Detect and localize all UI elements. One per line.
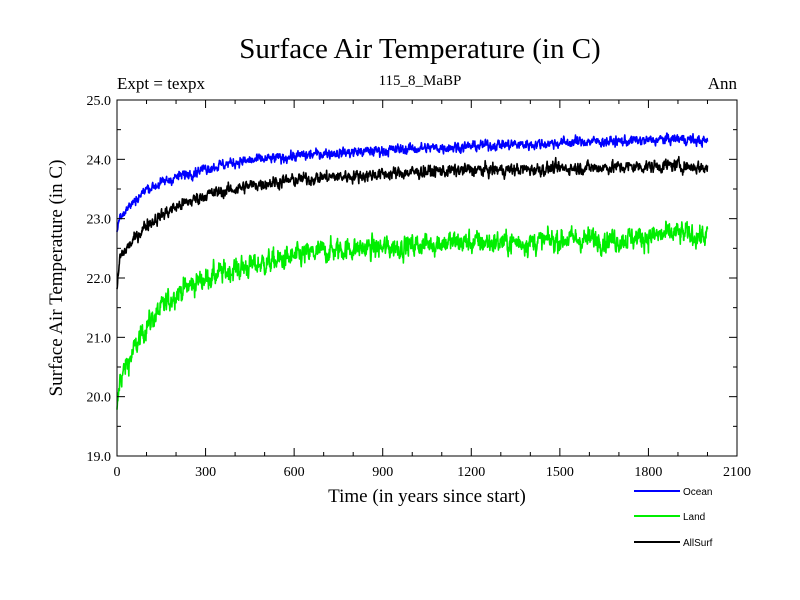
series-layer — [116, 132, 709, 410]
x-tick-label: 900 — [372, 465, 393, 480]
legend-label-ocean: Ocean — [683, 487, 712, 498]
y-tick-label: 24.0 — [87, 153, 112, 168]
x-tick-label: 2100 — [723, 465, 751, 480]
axis-layer: 0 300 600 900 1200 1500 1800 2100 19.0 20.0 21.0 22… — [87, 94, 752, 480]
chart-subtitle: 115_8_MaBP — [379, 73, 462, 89]
series-line-land — [116, 220, 709, 410]
x-tick-label: 300 — [195, 465, 216, 480]
y-tick-label: 19.0 — [87, 450, 112, 465]
x-tick-label: 600 — [284, 465, 305, 480]
x-axis-label: Time (in years since start) — [328, 486, 526, 507]
y-tick-label: 23.0 — [87, 213, 112, 228]
series-line-ocean — [116, 132, 709, 233]
x-tick-label: 1200 — [457, 465, 485, 480]
x-tick-label: 1800 — [634, 465, 662, 480]
legend: Ocean Land AllSurf — [634, 487, 713, 549]
x-tick-label: 0 — [114, 465, 121, 480]
x-tick-label: 1500 — [546, 465, 574, 480]
chart-title: Surface Air Temperature (in C) — [239, 33, 600, 65]
experiment-label: Expt = texpx — [117, 74, 205, 93]
y-axis-label: Surface Air Temperature (in C) — [46, 160, 67, 397]
legend-label-land: Land — [683, 512, 705, 523]
y-tick-label: 20.0 — [87, 391, 112, 406]
y-tick-label: 22.0 — [87, 272, 112, 287]
y-tick-label: 21.0 — [87, 331, 112, 346]
series-line-allsurf — [116, 155, 709, 290]
legend-label-allsurf: AllSurf — [683, 538, 713, 549]
y-tick-label: 25.0 — [87, 94, 112, 109]
season-label: Ann — [708, 74, 738, 93]
